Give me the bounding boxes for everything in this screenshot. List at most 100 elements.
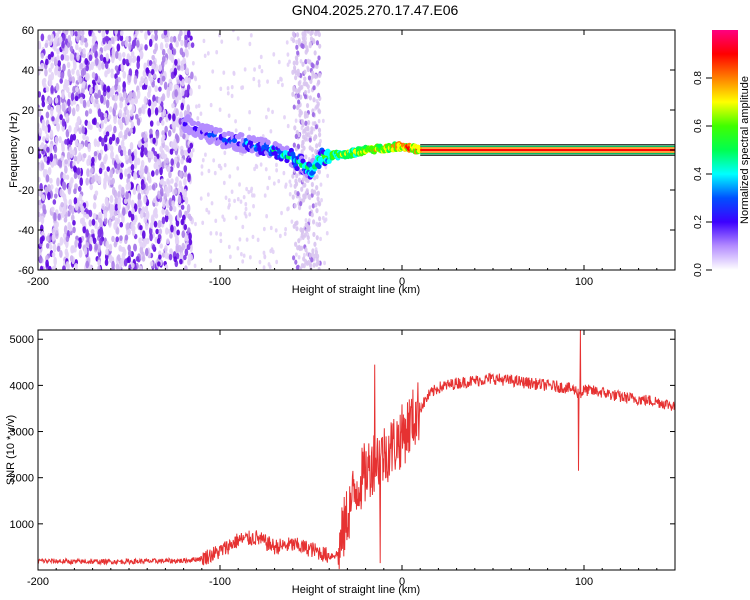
noise-dot — [301, 177, 305, 183]
noise-dot — [310, 212, 314, 218]
noise-dot — [165, 199, 170, 209]
noise-dot — [292, 255, 296, 261]
noise-dot — [171, 102, 175, 109]
noise-dot — [304, 81, 308, 87]
noise-dot — [154, 107, 159, 116]
snr-line — [38, 330, 675, 570]
noise-dot — [165, 157, 170, 164]
noise-dot — [94, 190, 99, 196]
noise-dot — [53, 256, 57, 266]
noise-dot — [38, 199, 42, 206]
noise-dot — [45, 242, 50, 249]
noise-dot — [170, 56, 175, 64]
noise-dot — [311, 111, 315, 118]
snr-frame — [37, 329, 676, 571]
noise-dot — [222, 217, 226, 222]
noise-dot — [101, 203, 105, 211]
noise-dot — [73, 61, 77, 71]
noise-dot — [54, 65, 59, 71]
noise-dot — [160, 95, 165, 102]
noise-dot — [201, 220, 205, 226]
noise-dot — [91, 71, 96, 79]
noise-dot — [100, 161, 105, 168]
noise-dot — [142, 69, 147, 78]
noise-dot — [69, 179, 73, 190]
noise-dot — [65, 113, 69, 121]
noise-dot — [105, 198, 109, 208]
noise-dot — [94, 243, 98, 251]
noise-dot — [152, 49, 157, 55]
noise-dot — [149, 232, 153, 242]
noise-dot — [41, 194, 46, 202]
noise-dot — [191, 148, 195, 153]
noise-dot — [219, 232, 223, 237]
noise-dot — [215, 50, 219, 55]
colorbar-tick-label: 0.8 — [693, 71, 704, 85]
noise-dot — [313, 50, 317, 56]
noise-dot — [57, 71, 61, 78]
noise-dot — [38, 107, 42, 116]
noise-dot — [175, 243, 180, 251]
noise-dot — [147, 99, 152, 107]
noise-dot — [292, 104, 296, 110]
noise-dot — [183, 177, 187, 186]
noise-dot — [227, 198, 231, 203]
noise-dot — [314, 124, 319, 130]
noise-dot — [84, 41, 89, 48]
noise-dot — [97, 265, 101, 270]
noise-dot — [69, 45, 74, 53]
noise-dot — [316, 30, 320, 34]
noise-dot — [187, 147, 191, 154]
noise-dot — [182, 57, 186, 65]
noise-dot — [166, 37, 170, 43]
noise-dot — [64, 78, 68, 87]
noise-dot — [293, 125, 297, 131]
noise-dot — [50, 51, 54, 58]
noise-dot — [69, 255, 74, 262]
noise-dot — [109, 168, 114, 178]
noise-dot — [126, 222, 130, 230]
noise-dot — [291, 37, 296, 44]
colorbar-tick-label: 0.0 — [693, 263, 704, 277]
noise-dot — [184, 196, 189, 205]
noise-dot — [310, 126, 314, 132]
noise-dot — [82, 99, 87, 109]
noise-dot — [189, 253, 194, 262]
noise-dot — [296, 143, 300, 149]
noise-dot — [285, 40, 289, 45]
noise-dot — [297, 177, 302, 183]
noise-dot — [184, 41, 188, 48]
noise-dot — [323, 260, 326, 266]
noise-dot — [42, 77, 47, 84]
noise-dot — [167, 184, 172, 194]
noise-dot — [176, 63, 181, 71]
noise-dot — [76, 155, 80, 165]
noise-dot — [61, 91, 65, 100]
y-tick-label: -40 — [18, 225, 34, 237]
noise-dot — [317, 109, 322, 115]
noise-dot — [141, 255, 146, 262]
noise-dot — [183, 254, 187, 261]
noise-dot — [143, 96, 148, 105]
noise-dot — [239, 199, 243, 204]
noise-dot — [140, 150, 144, 158]
noise-dot — [153, 208, 158, 216]
noise-dot — [306, 120, 311, 126]
chart-title: GN04.2025.270.17.47.E06 — [291, 2, 459, 18]
noise-dot — [119, 172, 124, 180]
noise-dot — [312, 262, 316, 268]
noise-dot — [79, 96, 84, 105]
noise-dot — [56, 104, 60, 111]
noise-dot — [301, 122, 305, 128]
noise-dot — [133, 243, 137, 252]
noise-dot — [297, 205, 302, 211]
noise-dot — [165, 238, 170, 245]
noise-dot — [59, 236, 64, 246]
noise-dot — [115, 263, 120, 270]
noise-dot — [171, 120, 176, 130]
noise-dot — [89, 236, 93, 244]
noise-dot — [305, 223, 309, 229]
noise-dot — [64, 139, 68, 145]
noise-dot — [153, 220, 158, 228]
noise-dot — [247, 189, 251, 195]
